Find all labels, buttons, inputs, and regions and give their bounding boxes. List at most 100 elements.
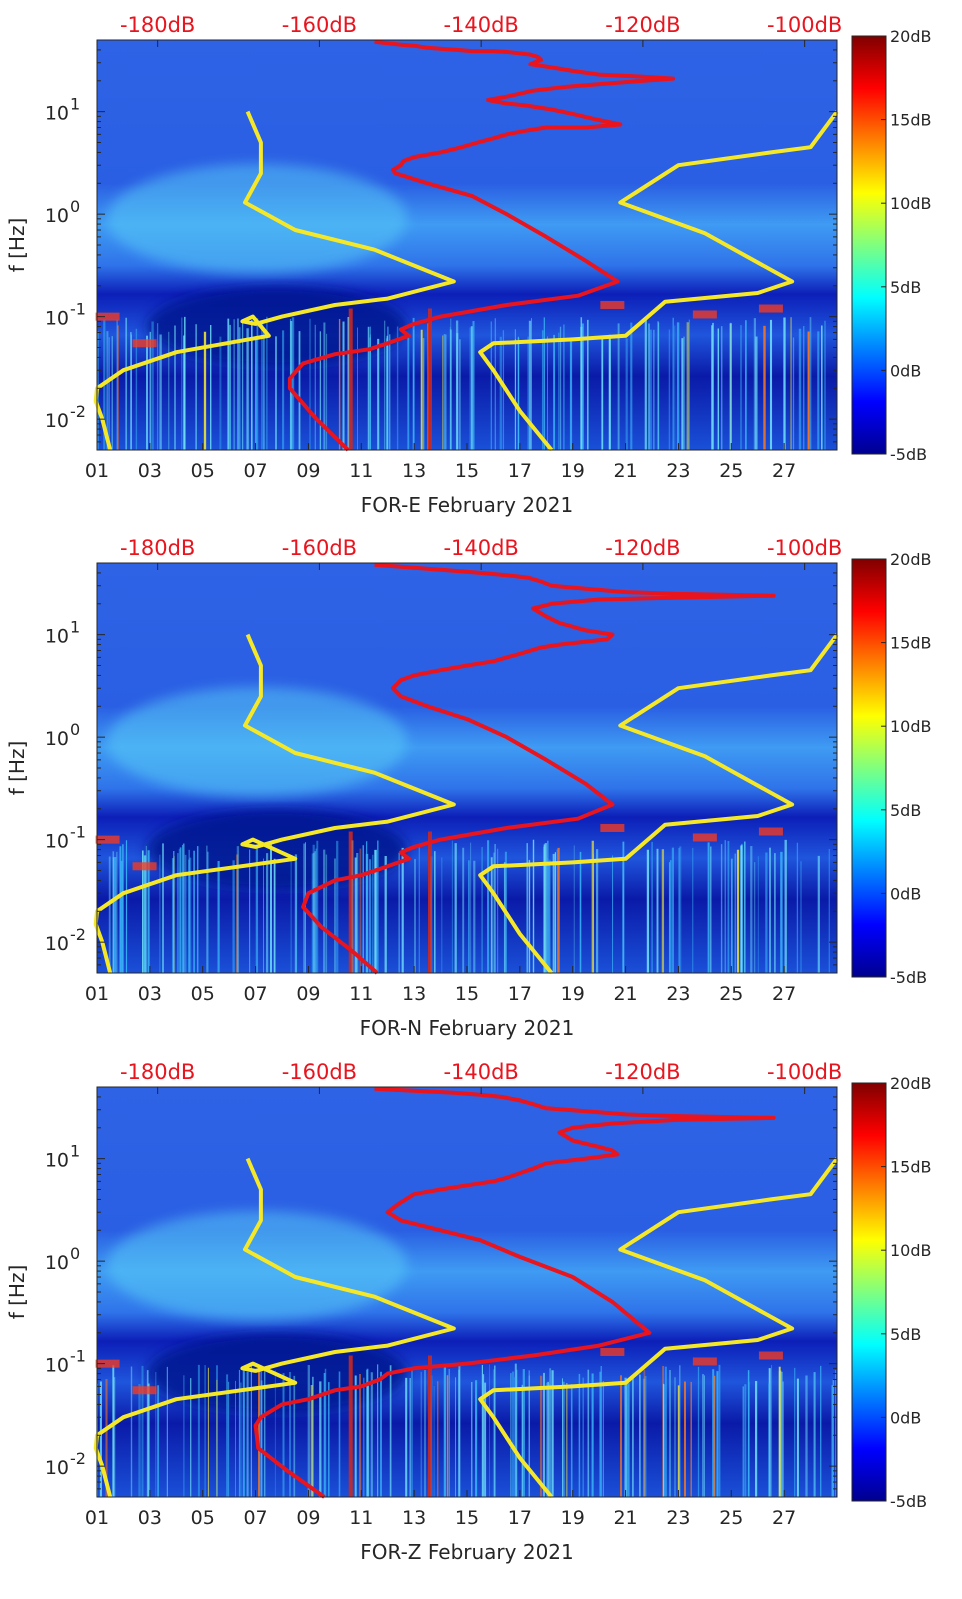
event-column — [428, 308, 432, 450]
x-tick-label: 15 — [455, 460, 479, 482]
spectrogram-hotspot — [600, 823, 625, 832]
x-tick-label: 01 — [85, 983, 109, 1005]
x-tick-label: 07 — [243, 460, 267, 482]
high-noise-region — [107, 1210, 407, 1321]
x-tick-label: 09 — [296, 1507, 320, 1529]
y-tick-label: 10 — [45, 205, 69, 227]
x-tick-label: 07 — [243, 983, 267, 1005]
colorbar — [851, 1082, 887, 1502]
event-column — [348, 831, 353, 973]
colorbar-tick-label: 10dB — [890, 717, 932, 736]
colorbar-tick-label: -5dB — [890, 1492, 927, 1511]
colorbar-tick-label: -5dB — [890, 445, 927, 464]
y-tick-label: 10 — [45, 1252, 69, 1274]
series-line-2 — [478, 1157, 839, 1499]
event-column — [348, 308, 353, 450]
spectrogram-hotspot — [132, 339, 157, 348]
y-tick-exponent: -1 — [70, 300, 86, 319]
x-tick-label: 21 — [613, 1507, 637, 1529]
x-tick-label: 19 — [561, 460, 585, 482]
y-tick-exponent: -2 — [70, 1449, 86, 1468]
top-tick-label: -140dB — [443, 1060, 518, 1084]
y-tick-label: 10 — [45, 831, 69, 853]
colorbar-tick-label: 20dB — [890, 1074, 932, 1093]
event-column — [428, 831, 432, 973]
spectrogram-hotspot — [692, 1357, 717, 1366]
x-tick-label: 27 — [772, 460, 796, 482]
x-tick-label: 23 — [666, 1507, 690, 1529]
y-tick-exponent: -2 — [70, 925, 86, 944]
spectrogram-hotspot — [95, 312, 120, 321]
top-tick-label: -100dB — [767, 1060, 842, 1084]
high-noise-region — [107, 686, 407, 797]
y-tick-exponent: 1 — [70, 618, 80, 637]
y-tick-exponent: -2 — [70, 402, 86, 421]
x-tick-label: 19 — [561, 983, 585, 1005]
y-axis-label: f [Hz] — [5, 218, 29, 273]
y-tick-exponent: -1 — [70, 823, 86, 842]
series-line-3 — [301, 562, 776, 975]
series-line-1 — [93, 110, 456, 451]
y-tick-exponent: 0 — [70, 197, 80, 216]
top-tick-label: -140dB — [443, 13, 518, 37]
spectrogram-hotspot — [132, 862, 157, 871]
x-axis-label: FOR-N February 2021 — [360, 1016, 575, 1040]
spectrogram-hotspot — [95, 1359, 120, 1368]
x-tick-label: 27 — [772, 983, 796, 1005]
colorbar — [851, 35, 887, 455]
y-tick-label: 10 — [45, 933, 69, 955]
x-tick-label: 27 — [772, 1507, 796, 1529]
y-tick-label: 10 — [45, 410, 69, 432]
event-column — [428, 1355, 432, 1497]
x-tick-label: 17 — [508, 983, 532, 1005]
top-tick-label: -180dB — [120, 1060, 195, 1084]
spectrogram-hotspot — [758, 1351, 783, 1360]
colorbar-tick-label: 5dB — [890, 1325, 921, 1344]
spectrogram-hotspot — [95, 835, 120, 844]
x-tick-label: 01 — [85, 1507, 109, 1529]
x-tick-label: 15 — [455, 983, 479, 1005]
colorbar-tick-label: 0dB — [890, 884, 921, 903]
x-axis-label: FOR-Z February 2021 — [360, 1540, 574, 1564]
colorbar-tick-label: 20dB — [890, 27, 932, 46]
top-tick-label: -120dB — [605, 536, 680, 560]
y-tick-label: 10 — [45, 308, 69, 330]
y-axis-label: f [Hz] — [5, 1265, 29, 1320]
x-tick-label: 11 — [349, 460, 373, 482]
x-tick-label: 23 — [666, 460, 690, 482]
top-tick-label: -160dB — [282, 536, 357, 560]
y-tick-exponent: 1 — [70, 95, 80, 114]
colorbar-tick-label: 10dB — [890, 194, 932, 213]
y-tick-label: 10 — [45, 728, 69, 750]
series-line-2 — [478, 633, 839, 975]
y-tick-label: 10 — [45, 1355, 69, 1377]
x-tick-label: 09 — [296, 983, 320, 1005]
y-tick-label: 10 — [45, 626, 69, 648]
event-column — [348, 1355, 353, 1497]
x-tick-label: 23 — [666, 983, 690, 1005]
top-tick-label: -160dB — [282, 13, 357, 37]
x-tick-label: 25 — [719, 460, 743, 482]
x-tick-label: 21 — [613, 983, 637, 1005]
top-tick-label: -120dB — [605, 1060, 680, 1084]
colorbar-tick-label: 5dB — [890, 801, 921, 820]
x-tick-label: 01 — [85, 460, 109, 482]
x-tick-label: 25 — [719, 1507, 743, 1529]
series-line-2 — [478, 110, 839, 452]
colorbar-tick-label: 0dB — [890, 361, 921, 380]
top-tick-label: -180dB — [120, 536, 195, 560]
x-tick-label: 11 — [349, 983, 373, 1005]
spectrogram-hotspot — [692, 310, 717, 319]
x-tick-label: 13 — [402, 460, 426, 482]
colorbar-tick-label: 0dB — [890, 1408, 921, 1427]
x-tick-label: 15 — [455, 1507, 479, 1529]
spectrogram-hotspot — [692, 833, 717, 842]
spectrogram-hotspot — [600, 1347, 625, 1356]
y-axis-label: f [Hz] — [5, 741, 29, 796]
colorbar-tick-label: 20dB — [890, 550, 932, 569]
x-tick-label: 11 — [349, 1507, 373, 1529]
x-tick-label: 07 — [243, 1507, 267, 1529]
